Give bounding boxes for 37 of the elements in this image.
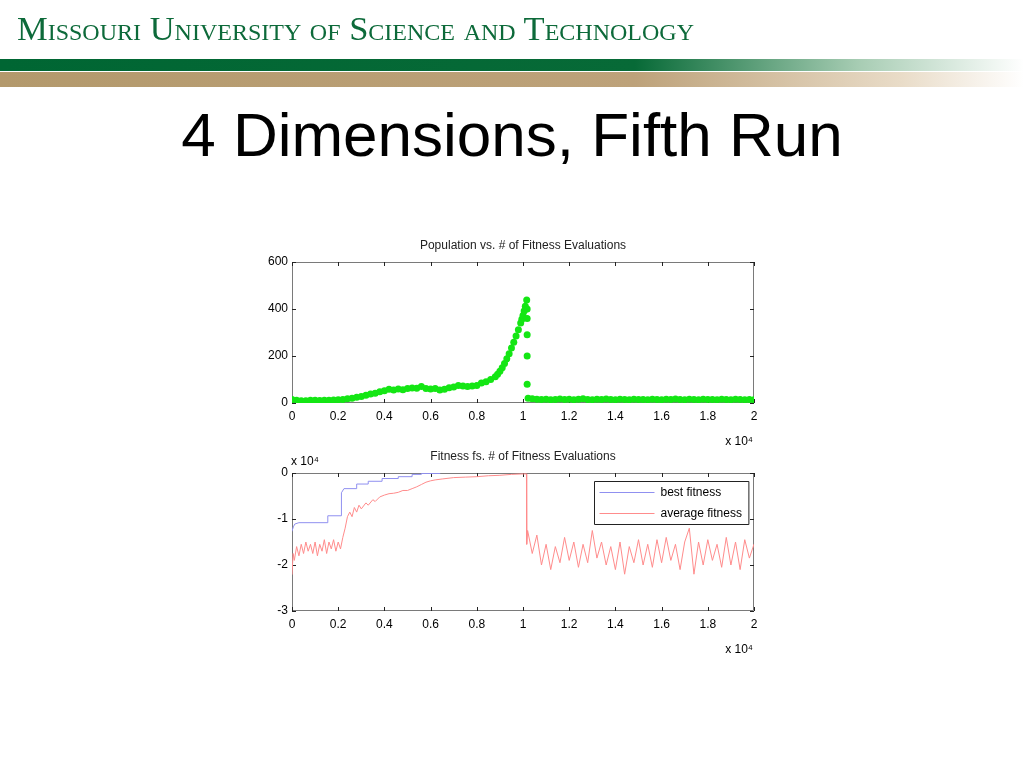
x-tick-label: 1.4: [607, 408, 625, 423]
x-tick-label: 0.6: [422, 616, 440, 631]
y-tick-label: 600: [267, 254, 289, 269]
text: x 10⁴: [725, 642, 753, 656]
text: 4 Dimensions, Fifth Run: [180, 100, 844, 169]
chart-title: Population vs. # of Fitness Evaluations: [419, 238, 627, 252]
y-tick-label: 200: [267, 348, 289, 363]
y-tick-label: 0: [281, 395, 289, 410]
y-tick-label: -1: [277, 511, 289, 526]
x-tick-label: 1.4: [607, 616, 625, 631]
legend-label: average fitness: [660, 505, 742, 520]
x-tick-label: 0.2: [329, 408, 347, 423]
x-tick-label: 1.2: [560, 616, 578, 631]
text: Missouri University of Science and Technology: [17, 9, 695, 47]
y-tick-label: 0: [281, 465, 289, 480]
x-tick-label: 1.8: [699, 616, 717, 631]
x-tick-label: 2: [750, 408, 758, 423]
x-tick-label: 1: [519, 408, 527, 423]
x-tick-label: 0.4: [376, 408, 394, 423]
x-tick-label: 0.4: [376, 616, 394, 631]
text: x 10⁴: [725, 434, 753, 448]
x-tick-label: 0.6: [422, 408, 440, 423]
x-tick-label: 0.2: [329, 616, 347, 631]
text: x 10⁴: [291, 454, 319, 468]
y-tick-label: -3: [277, 603, 289, 618]
x-tick-label: 2: [750, 616, 758, 631]
legend-label: best fitness: [660, 484, 722, 499]
x-tick-label: 1.2: [560, 408, 578, 423]
x-tick-label: 1: [519, 616, 527, 631]
chart-title: Fitness fs. # of Fitness Evaluations: [430, 449, 616, 463]
x-tick-label: 0.8: [468, 408, 486, 423]
x-tick-label: 1.8: [699, 408, 717, 423]
x-tick-label: 1.6: [653, 616, 671, 631]
y-tick-label: -2: [277, 557, 289, 572]
y-tick-label: 400: [267, 301, 289, 316]
x-tick-label: 1.6: [653, 408, 671, 423]
x-tick-label: 0.8: [468, 616, 486, 631]
